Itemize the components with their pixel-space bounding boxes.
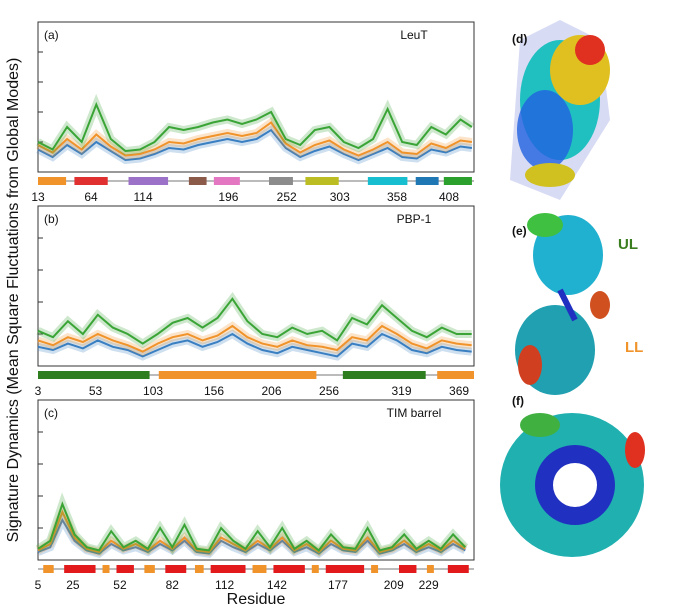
panel-label: (c) [44, 406, 58, 420]
region [269, 177, 293, 185]
x-tick-label: 82 [166, 578, 180, 592]
region [116, 565, 134, 573]
region [415, 177, 439, 185]
plot-frame [37, 399, 475, 561]
region [102, 565, 110, 573]
x-tick-label: 103 [143, 384, 163, 398]
domain-label: LL [625, 339, 643, 356]
x-tick-label: 209 [384, 578, 404, 592]
region [213, 177, 240, 185]
region [144, 565, 155, 573]
panel-label: (f) [512, 394, 524, 408]
x-tick-label: 196 [218, 190, 238, 204]
region [311, 565, 319, 573]
structure-d [510, 20, 610, 200]
series-line [37, 101, 473, 153]
structure-e [515, 213, 610, 395]
region [371, 565, 379, 573]
panel-label: (e) [512, 224, 527, 238]
series-line [37, 324, 472, 353]
region [38, 371, 150, 379]
x-tick-label: 206 [262, 384, 282, 398]
region [38, 177, 67, 185]
series-line [37, 509, 466, 554]
x-tick-label: 64 [84, 190, 98, 204]
x-tick-label: 369 [449, 384, 469, 398]
region [399, 565, 417, 573]
region [252, 565, 267, 573]
region [325, 565, 365, 573]
region [447, 565, 469, 573]
x-tick-label: 3 [35, 384, 42, 398]
domain-label: UL [618, 236, 638, 253]
panel-label: (d) [512, 32, 527, 46]
region [194, 565, 204, 573]
x-tick-label: 177 [328, 578, 348, 592]
x-tick-label: 252 [277, 190, 297, 204]
x-tick-label: 25 [66, 578, 80, 592]
series-line [37, 121, 473, 157]
region [128, 177, 169, 185]
region [426, 565, 434, 573]
x-tick-label: 319 [392, 384, 412, 398]
x-tick-label: 256 [319, 384, 339, 398]
panel-label: (b) [44, 212, 59, 226]
x-tick-label: 303 [330, 190, 350, 204]
region [43, 565, 54, 573]
region [188, 177, 207, 185]
x-tick-label: 5 [35, 578, 42, 592]
region [210, 565, 246, 573]
x-axis-label: Residue [227, 591, 286, 608]
chart-annotation: LeuT [400, 28, 428, 42]
region [367, 177, 408, 185]
region [273, 565, 305, 573]
series-line [37, 501, 467, 552]
plot-frame [37, 205, 475, 367]
x-tick-label: 112 [215, 578, 234, 592]
structure-f [500, 413, 645, 557]
x-tick-label: 52 [113, 578, 127, 592]
x-tick-label: 114 [134, 190, 153, 204]
region [165, 565, 187, 573]
chart-annotation: PBP-1 [397, 212, 432, 226]
region [158, 371, 317, 379]
x-tick-label: 229 [419, 578, 439, 592]
series-line [37, 128, 473, 162]
x-tick-label: 358 [387, 190, 407, 204]
region [443, 177, 472, 185]
x-tick-label: 13 [31, 190, 45, 204]
region [64, 565, 96, 573]
x-tick-label: 408 [439, 190, 459, 204]
region [342, 371, 426, 379]
panel-label: (a) [44, 28, 59, 42]
plot-frame [37, 21, 475, 173]
chart-annotation: TIM barrel [387, 406, 442, 420]
region [305, 177, 339, 185]
y-axis-label: Signature Dynamics (Mean Square Fluctuat… [5, 58, 22, 543]
region [74, 177, 108, 185]
series-line [37, 517, 466, 555]
x-tick-label: 142 [267, 578, 287, 592]
series-line [37, 332, 472, 358]
x-tick-label: 53 [89, 384, 103, 398]
x-tick-label: 156 [204, 384, 224, 398]
series-line [37, 297, 472, 345]
region [437, 371, 474, 379]
